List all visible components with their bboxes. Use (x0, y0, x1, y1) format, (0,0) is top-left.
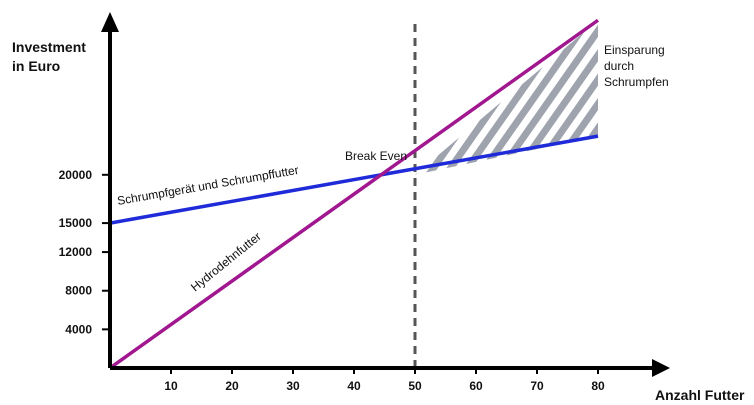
savings-area (415, 20, 598, 175)
y-tick-label: 15000 (59, 216, 93, 230)
y-axis-arrow (101, 12, 119, 32)
x-tick-label: 30 (286, 379, 300, 393)
x-tick-label: 10 (164, 379, 178, 393)
x-tick-label: 40 (347, 379, 361, 393)
x-tick-label: 70 (530, 379, 544, 393)
series-label-schrumpf: Schrumpfgerät und Schrumpffutter (116, 163, 300, 208)
x-tick-label: 20 (225, 379, 239, 393)
x-tick-label: 60 (469, 379, 483, 393)
savings-label: Einsparung durch Schrumpfen (604, 43, 669, 89)
y-tick-label: 8000 (65, 284, 92, 298)
series-line-hydrodehn (108, 18, 600, 370)
y-tick-label: 20000 (59, 168, 93, 182)
y-tick-label: 12000 (59, 245, 93, 259)
x-axis-label: Anzahl Futter (655, 387, 745, 403)
series-line-schrumpf (109, 134, 599, 225)
x-axis-arrow (652, 359, 670, 377)
x-tick-label: 80 (591, 379, 605, 393)
x-tick-label: 50 (408, 379, 422, 393)
y-axis-label: Investment in Euro (12, 39, 90, 74)
y-tick-label: 4000 (65, 322, 92, 336)
break-even-label: Break Even (345, 149, 407, 163)
